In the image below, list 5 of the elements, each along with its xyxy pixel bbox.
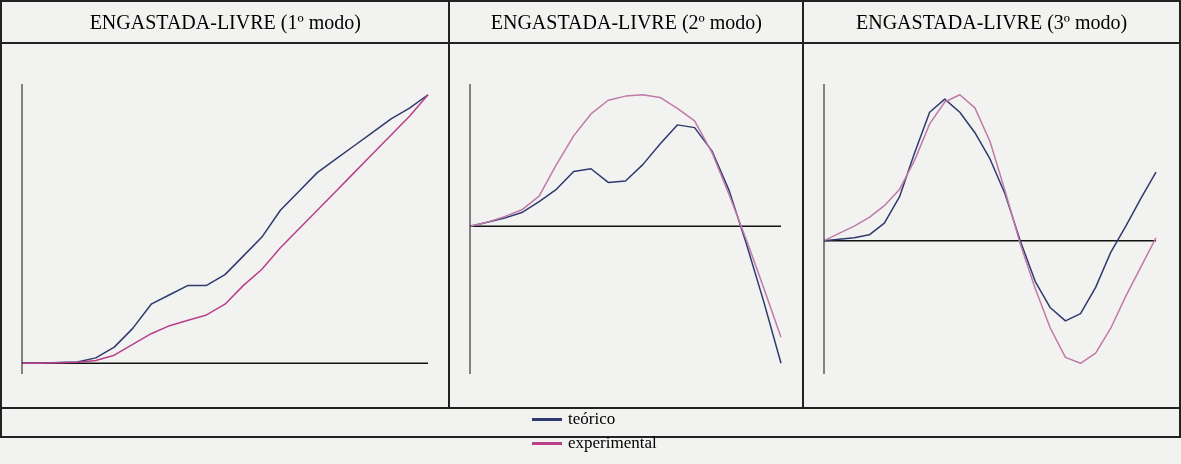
chart-title: ENGASTADA-LIVRE (2º modo): [490, 10, 762, 34]
chart-title: ENGASTADA-LIVRE (3º modo): [856, 10, 1128, 34]
legend-label: teórico: [568, 409, 616, 429]
chart-title: ENGASTADA-LIVRE (1º modo): [89, 10, 361, 34]
legend-label: experimental: [568, 433, 657, 453]
